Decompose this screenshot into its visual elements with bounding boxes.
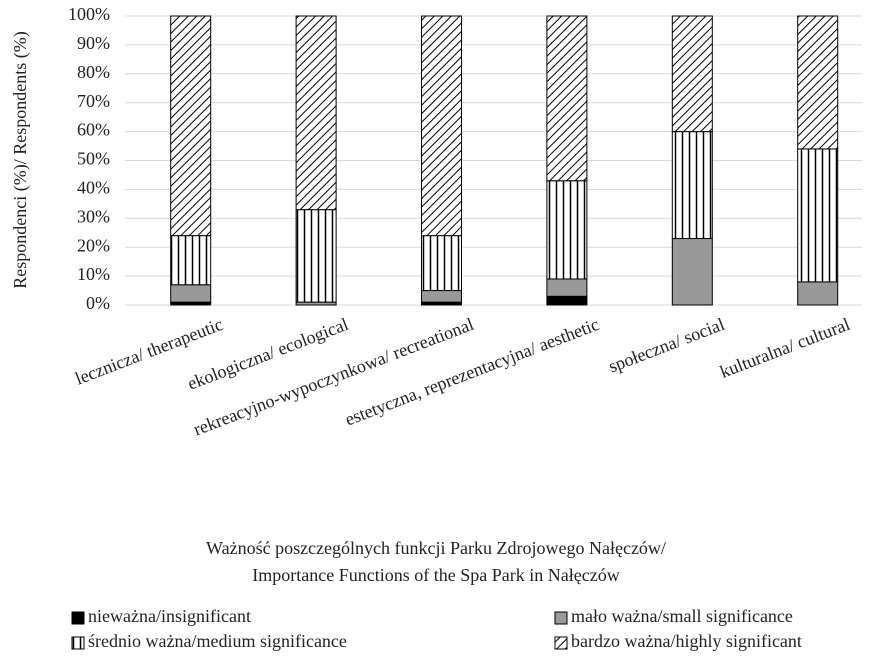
bar-segment	[170, 284, 212, 303]
y-axis-title: Respondenci (%)/ Respondents (%)	[10, 31, 31, 288]
x-tick-label: kulturalna/ cultural	[717, 314, 852, 382]
x-tick-label: społeczna/ social	[606, 314, 727, 377]
y-tick-label: 30%	[77, 206, 110, 226]
x-axis-title: Importance Functions of the Spa Park in …	[252, 565, 619, 585]
y-tick-label: 100%	[68, 4, 110, 24]
legend-label: średnio ważna/medium significance	[88, 631, 347, 651]
bar-segment	[671, 15, 713, 133]
bar-segment	[295, 15, 337, 211]
bar-segment	[546, 295, 588, 306]
bar-segment	[797, 15, 839, 150]
bar-segment	[797, 281, 839, 306]
bar-segment	[170, 15, 212, 237]
y-tick-label: 80%	[77, 62, 110, 82]
y-tick-label: 70%	[77, 91, 110, 111]
x-axis-title: Ważność poszczególnych funkcji Parku Zdr…	[206, 538, 666, 558]
bar-segment	[797, 148, 839, 283]
y-tick-label: 50%	[77, 149, 110, 169]
legend-label: mało ważna/small significance	[571, 606, 793, 626]
legend-label: bardzo ważna/highly significant	[571, 631, 802, 651]
y-tick-label: 20%	[77, 235, 110, 255]
legend-swatch	[554, 611, 568, 625]
bar-segment	[170, 235, 212, 286]
legend-label: nieważna/insignificant	[88, 606, 251, 626]
bar-segment	[671, 131, 713, 240]
bar-segment	[546, 15, 588, 182]
y-tick-label: 60%	[77, 120, 110, 140]
bar-segment	[546, 278, 588, 297]
bar-segment	[421, 15, 462, 237]
legend-swatch	[71, 636, 85, 650]
y-tick-label: 90%	[77, 33, 110, 53]
bar-segment	[295, 209, 337, 303]
bar-segment	[421, 235, 462, 292]
y-tick-label: 40%	[77, 178, 110, 198]
legend-swatch	[554, 636, 568, 650]
bar-segment	[421, 290, 462, 303]
y-tick-label: 0%	[86, 293, 110, 313]
bar-segment	[546, 180, 588, 280]
legend-swatch	[71, 611, 85, 625]
bar-segment	[671, 238, 713, 306]
y-tick-label: 10%	[77, 264, 110, 284]
